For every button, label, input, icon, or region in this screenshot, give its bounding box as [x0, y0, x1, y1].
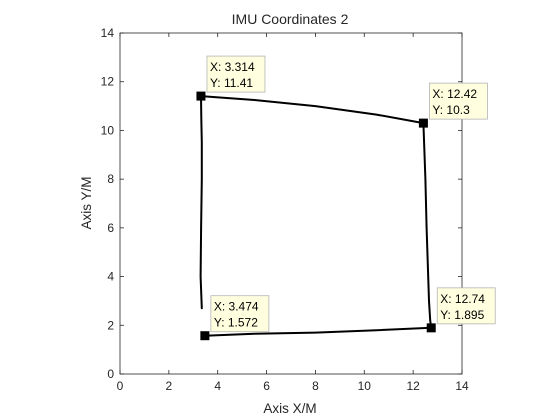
x-tick-label: 0 [117, 379, 124, 393]
y-tick-label: 6 [107, 221, 114, 235]
datatip-marker[interactable] [196, 91, 206, 101]
datatip-marker[interactable] [200, 331, 210, 341]
datatip-box [210, 295, 270, 333]
x-tick-label: 12 [406, 379, 420, 393]
datatip-marker[interactable] [426, 323, 436, 333]
datatip-y-label: Y: 10.3 [432, 103, 470, 117]
datatip-box [206, 55, 266, 93]
x-tick-label: 10 [358, 379, 372, 393]
datatip-box [429, 82, 488, 120]
x-tick-label: 4 [214, 379, 221, 393]
datatip-x-label: X: 12.42 [432, 87, 477, 101]
datatip-y-label: Y: 11.41 [210, 76, 253, 90]
y-axis-title: Axis Y/M [79, 176, 94, 229]
y-tick-label: 10 [101, 123, 115, 137]
x-tick-label: 14 [455, 379, 469, 393]
x-tick-label: 8 [312, 379, 319, 393]
x-tick-label: 2 [166, 379, 173, 393]
datatip-x-label: X: 12.74 [440, 292, 485, 306]
y-tick-label: 4 [107, 270, 114, 284]
y-tick-label: 12 [101, 75, 115, 89]
datatip-x-label: X: 3.474 [214, 300, 259, 314]
chart-title: IMU Coordinates 2 [232, 11, 349, 27]
x-tick-label: 6 [263, 379, 270, 393]
datatip-marker[interactable] [418, 118, 428, 128]
axes-box [119, 32, 463, 375]
datatip-y-label: Y: 1.572 [214, 316, 258, 330]
y-tick-label: 8 [107, 172, 114, 186]
y-tick-label: 14 [101, 26, 115, 40]
axis-ticks: 0 2 4 6 8 10 12 14 0 2 4 6 8 10 12 14 [101, 26, 469, 393]
datatip-box [436, 287, 496, 325]
y-tick-label: 0 [107, 367, 114, 381]
y-tick-label: 2 [107, 318, 114, 332]
data-tips: X: 3.314 Y: 11.41 X: 12.42 Y: 10.3 X: 12.74 Y… [196, 55, 496, 341]
x-axis-title: Axis X/M [263, 401, 316, 416]
datatip-y-label: Y: 1.895 [440, 308, 484, 322]
datatip-x-label: X: 3.314 [210, 60, 255, 74]
